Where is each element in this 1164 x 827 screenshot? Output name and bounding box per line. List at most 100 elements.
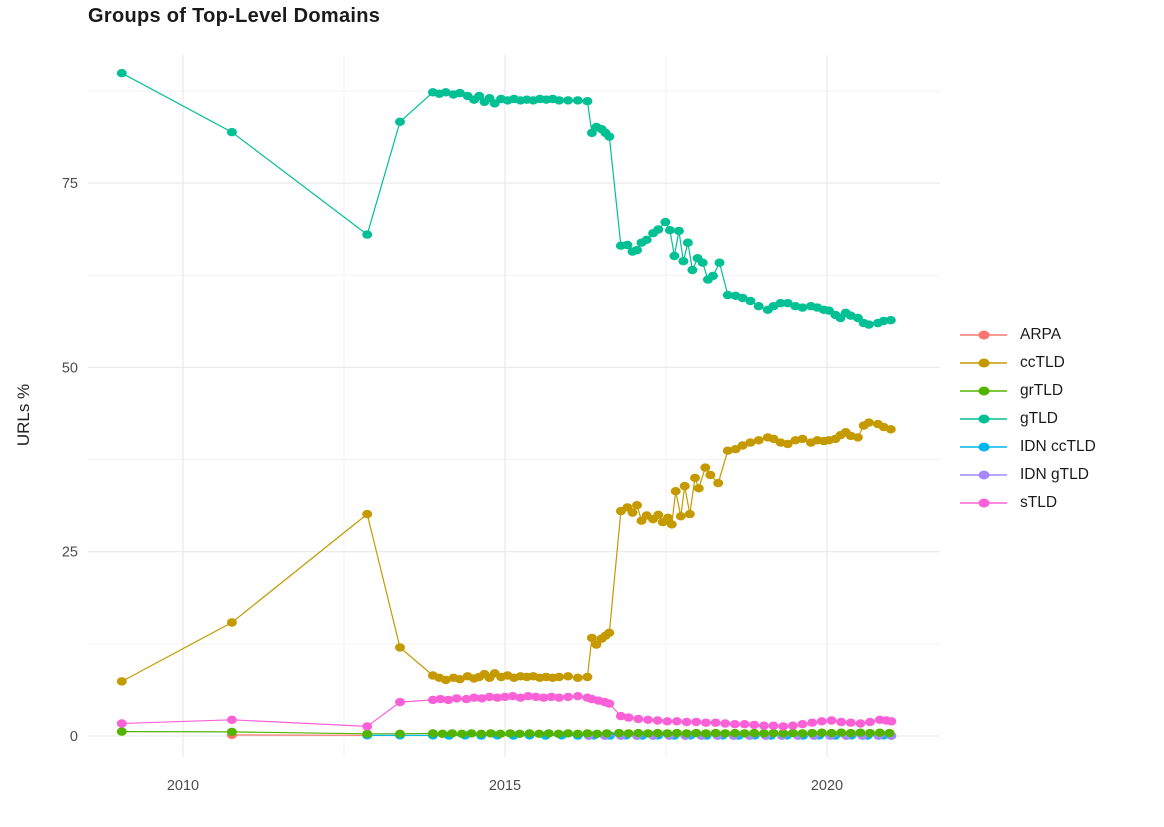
series-point-cctld	[454, 675, 465, 684]
series-point-stld	[476, 694, 487, 703]
series-point-cctld	[700, 463, 711, 472]
series-point-stld	[807, 718, 818, 727]
series-point-grtld	[845, 728, 856, 738]
legend-item-cctld: ccTLD	[960, 349, 1096, 377]
series-point-stld	[461, 694, 472, 704]
series-point-cctld	[863, 418, 874, 427]
series-point-gtld	[714, 258, 725, 267]
series-point-stld	[435, 694, 446, 704]
series-point-gtld	[664, 226, 675, 235]
series-point-cctld	[737, 441, 748, 450]
series-point-cctld	[705, 470, 716, 480]
series-point-grtld	[768, 728, 779, 738]
series-point-grtld	[505, 729, 516, 738]
y-tick-label: 0	[70, 729, 78, 745]
series-point-cctld	[582, 672, 593, 682]
series-point-stld	[729, 720, 740, 729]
series-point-grtld	[601, 729, 612, 738]
series-point-stld	[720, 719, 731, 728]
legend-item-idn-cctld: IDN ccTLD	[960, 433, 1096, 461]
series-point-stld	[226, 715, 237, 724]
series-point-cctld	[440, 675, 451, 685]
series-point-grtld	[226, 727, 237, 737]
series-point-cctld	[632, 501, 642, 510]
series-point-gtld	[554, 96, 565, 105]
series-point-cctld	[586, 633, 597, 643]
series-point-gtld	[226, 128, 237, 137]
series-point-gtld	[782, 299, 793, 308]
series-point-grtld	[797, 729, 808, 738]
series-point-cctld	[852, 433, 863, 442]
legend-label: IDN ccTLD	[1020, 438, 1096, 455]
series-point-grtld	[739, 729, 750, 738]
series-point-grtld	[572, 729, 583, 738]
y-tick-label: 25	[62, 545, 78, 561]
series-point-gtld	[641, 235, 652, 244]
legend-key-icon	[960, 330, 1007, 340]
series-point-grtld	[691, 728, 702, 738]
legend-item-gtld: gTLD	[960, 405, 1096, 433]
series-point-grtld	[720, 729, 731, 738]
series-point-stld	[469, 693, 480, 702]
series-point-cctld	[116, 677, 127, 686]
legend-label: ARPA	[1020, 326, 1062, 343]
legend-key-icon	[960, 386, 1007, 396]
series-point-gtld	[660, 217, 671, 227]
legend-label: grTLD	[1020, 382, 1064, 399]
legend-key-dot	[978, 498, 989, 508]
series-point-cctld	[563, 672, 574, 681]
series-point-gtld	[572, 96, 583, 105]
series-point-gtld	[697, 258, 708, 267]
series-point-stld	[865, 717, 876, 727]
series-point-stld	[681, 717, 692, 727]
series-point-cctld	[745, 438, 756, 447]
legend-key-dot	[978, 386, 989, 396]
series-point-stld	[836, 717, 847, 727]
series-point-stld	[845, 718, 856, 727]
series-point-grtld	[816, 728, 827, 737]
legend-label: IDN gTLD	[1020, 466, 1089, 483]
series-point-gtld	[885, 316, 896, 325]
series-point-grtld	[543, 729, 554, 738]
series-point-grtld	[437, 729, 448, 738]
series-point-grtld	[874, 728, 885, 737]
series-point-grtld	[729, 728, 740, 738]
series-point-cctld	[797, 434, 808, 444]
series-point-gtld	[708, 271, 718, 281]
series-point-grtld	[662, 729, 673, 738]
series-point-stld	[427, 695, 438, 705]
series-point-gtld	[687, 265, 698, 275]
series-point-gtld	[362, 230, 373, 239]
series-point-stld	[643, 715, 653, 724]
series-point-cctld	[670, 487, 681, 496]
series-point-stld	[572, 692, 583, 701]
series-point-grtld	[787, 728, 798, 738]
series-point-grtld	[476, 729, 487, 738]
series-point-stld	[563, 692, 574, 702]
series-point-gtld	[474, 91, 485, 101]
series-point-grtld	[700, 729, 711, 738]
x-tick-label: 2015	[489, 778, 521, 794]
series-point-gtld	[454, 88, 465, 98]
x-tick-label: 2020	[811, 778, 843, 794]
series-point-grtld	[395, 729, 405, 738]
series-point-stld	[530, 692, 541, 702]
legend-item-idn-gtld: IDN gTLD	[960, 461, 1096, 489]
series-point-stld	[546, 692, 557, 702]
series-point-grtld	[681, 729, 692, 738]
series-point-stld	[395, 697, 405, 707]
series-point-stld	[758, 721, 769, 730]
series-point-stld	[787, 721, 798, 730]
legend: ARPA ccTLD grTLD gTLD IDN ccTLD IDN gTLD sTLD	[960, 321, 1096, 517]
series-point-stld	[886, 717, 897, 726]
series-point-cctld	[722, 446, 733, 455]
series-point-gtld	[669, 251, 680, 261]
series-point-gtld	[563, 96, 574, 105]
series-point-grtld	[836, 728, 847, 737]
series-point-grtld	[563, 729, 574, 738]
series-point-cctld	[684, 509, 695, 519]
series-point-stld	[604, 699, 615, 708]
y-tick-label: 75	[62, 176, 78, 192]
series-point-grtld	[855, 728, 866, 737]
series-point-stld	[855, 719, 866, 728]
